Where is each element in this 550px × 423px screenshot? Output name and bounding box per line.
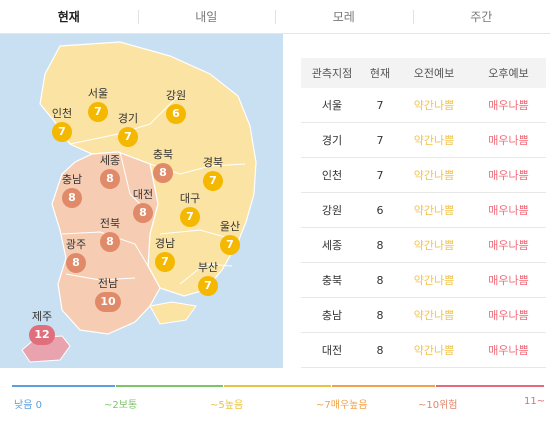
row-pm: 매우나쁨: [488, 134, 529, 147]
row-pm: 매우나쁨: [488, 169, 529, 182]
legend-bar-low: [12, 385, 115, 387]
row-site: 강원: [321, 204, 343, 217]
legend-label-very-high: ~7매우높음: [316, 400, 368, 411]
map-shape-south-islands: [149, 301, 197, 325]
region-name: 강원: [165, 89, 187, 102]
header-now: 현재: [369, 67, 391, 80]
table-row: 충북 8 약간나쁨 매우나쁨: [301, 263, 546, 298]
row-site: 서울: [321, 99, 343, 112]
region-name: 광주: [65, 238, 87, 251]
row-pm: 매우나쁨: [488, 309, 529, 322]
region-value-badge: 8: [62, 188, 82, 208]
table-row: 인천 7 약간나쁨 매우나쁨: [301, 158, 546, 193]
region-name: 세종: [99, 154, 121, 167]
row-am: 약간나쁨: [413, 169, 455, 182]
region-value-badge: 8: [100, 169, 120, 189]
tab-weekly[interactable]: 주간: [412, 0, 550, 33]
region-value-badge: 7: [203, 171, 223, 191]
header-am-forecast: 오전예보: [413, 67, 455, 80]
table-row: 서울 7 약간나쁨 매우나쁨: [301, 88, 546, 123]
legend-label-normal: ~2보통: [104, 400, 138, 411]
row-am: 약간나쁨: [413, 239, 455, 252]
region-value-badge: 7: [198, 276, 218, 296]
tab-now[interactable]: 현재: [57, 10, 80, 24]
legend-bar-high: [224, 385, 331, 387]
region-value-badge: 8: [66, 253, 86, 273]
legend-label-danger: ~10위험: [418, 400, 458, 411]
row-am: 약간나쁨: [413, 134, 455, 147]
region-value-badge: 12: [29, 325, 55, 345]
region-value-badge: 7: [52, 122, 72, 142]
row-am: 약간나쁨: [413, 99, 455, 112]
row-now: 8: [376, 238, 384, 252]
region-name: 충북: [152, 148, 174, 161]
row-pm: 매우나쁨: [488, 204, 529, 217]
row-pm: 매우나쁨: [488, 344, 529, 357]
row-site: 세종: [321, 239, 343, 252]
tab-tomorrow[interactable]: 내일: [137, 0, 276, 33]
region-value-badge: 7: [155, 252, 175, 272]
region-value-badge: 8: [153, 163, 173, 183]
region-value-badge: 8: [100, 232, 120, 252]
row-pm: 매우나쁨: [488, 99, 529, 112]
row-now: 7: [376, 168, 384, 182]
row-pm: 매우나쁨: [488, 274, 529, 287]
region-name: 제주: [31, 310, 53, 323]
table-row: 강원 6 약간나쁨 매우나쁨: [301, 193, 546, 228]
table-row: 세종 8 약간나쁨 매우나쁨: [301, 228, 546, 263]
korea-map: 서울 7 인천 7 경기 7 강원 6 세종 8 충북 8 경북 7 충남 8 …: [0, 34, 283, 368]
region-name: 인천: [51, 107, 73, 120]
table-row: 경기 7 약간나쁨 매우나쁨: [301, 123, 546, 158]
region-value-badge: 6: [166, 104, 186, 124]
legend-bar-danger: [436, 385, 544, 387]
row-site: 인천: [321, 169, 343, 182]
tab-day-after-tomorrow[interactable]: 모레: [275, 0, 413, 33]
region-value-badge: 8: [133, 203, 153, 223]
region-name: 경기: [117, 112, 139, 125]
legend-bar-normal: [116, 385, 223, 387]
row-pm: 매우나쁨: [488, 239, 529, 252]
region-name: 경북: [202, 156, 224, 169]
table-row: 대전 8 약간나쁨 매우나쁨: [301, 333, 546, 368]
index-legend: 낮음 0 ~2보통 ~5높음 ~7매우높음 ~10위험 11~: [12, 385, 546, 415]
row-site: 대전: [321, 344, 343, 357]
region-name: 서울: [87, 87, 109, 100]
legend-label-high: ~5높음: [210, 400, 244, 411]
header-site: 관측지점: [311, 67, 353, 80]
row-site: 충북: [321, 274, 343, 287]
region-name: 대전: [132, 188, 154, 201]
legend-label-hazardous: 11~: [524, 396, 546, 407]
region-value-badge: 10: [95, 292, 121, 312]
row-now: 8: [376, 308, 384, 322]
region-value-badge: 7: [180, 207, 200, 227]
row-now: 7: [376, 98, 384, 112]
region-value-badge: 7: [118, 127, 138, 147]
row-site: 충남: [321, 309, 343, 322]
table-header: 관측지점 현재 오전예보 오후예보: [301, 58, 546, 88]
region-name: 전남: [97, 277, 119, 290]
table-row: 충남 8 약간나쁨 매우나쁨: [301, 298, 546, 333]
legend-label-low: 낮음 0: [14, 400, 42, 411]
row-now: 7: [376, 133, 384, 147]
row-now: 8: [376, 273, 384, 287]
row-am: 약간나쁨: [413, 344, 455, 357]
period-tabs: 현재 내일 모레 주간: [0, 0, 550, 34]
region-name: 대구: [179, 192, 201, 205]
region-name: 경남: [154, 237, 176, 250]
observation-table: 관측지점 현재 오전예보 오후예보 서울 7 약간나쁨 매우나쁨 경기 7 약간…: [301, 58, 546, 368]
region-name: 울산: [219, 220, 241, 233]
row-now: 6: [376, 203, 384, 217]
legend-bar-very-high: [332, 385, 435, 387]
region-name: 충남: [61, 173, 83, 186]
row-am: 약간나쁨: [413, 309, 455, 322]
header-pm-forecast: 오후예보: [488, 67, 529, 80]
row-now: 8: [376, 343, 384, 357]
region-name: 부산: [197, 261, 219, 274]
region-name: 전북: [99, 217, 121, 230]
region-value-badge: 7: [88, 102, 108, 122]
row-am: 약간나쁨: [413, 204, 455, 217]
row-site: 경기: [321, 134, 343, 147]
region-value-badge: 7: [220, 235, 240, 255]
row-am: 약간나쁨: [413, 274, 455, 287]
